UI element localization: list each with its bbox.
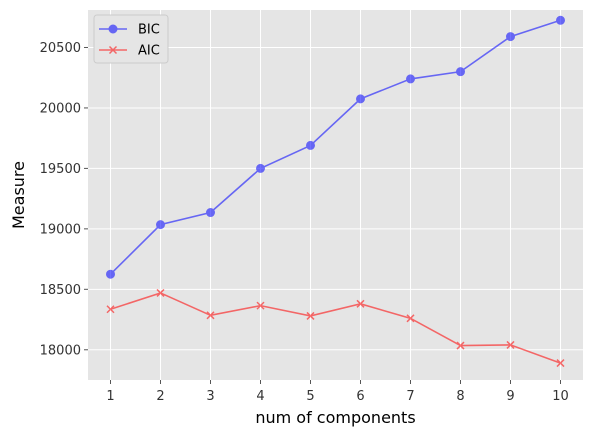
series-bic-point <box>556 15 565 25</box>
series-aic-point <box>556 359 565 368</box>
grid <box>88 10 583 380</box>
series-aic-point <box>356 299 365 308</box>
series-bic-point <box>206 208 215 218</box>
y-axis-label: Measure <box>9 161 28 229</box>
series-bic-point <box>156 220 165 230</box>
series-bic-point <box>406 74 415 84</box>
legend: BIC AIC <box>93 14 169 64</box>
y-tick-label: 19000 <box>40 222 81 237</box>
legend-label-aic: AIC <box>138 44 160 59</box>
legend-symbol-aic <box>99 45 127 55</box>
series-aic-point <box>506 340 515 349</box>
x-axis-label: num of components <box>255 408 415 427</box>
legend-marker-aic <box>108 45 118 55</box>
y-tick-label: 18500 <box>40 283 81 298</box>
series-aic-line <box>110 292 561 364</box>
series-bic-point <box>456 67 465 77</box>
series-bic-line <box>109 19 561 275</box>
y-tick-label: 19500 <box>40 162 81 177</box>
series-bic-point <box>306 140 315 150</box>
series-layer <box>106 15 565 368</box>
series-aic-point <box>256 301 265 310</box>
x-tick-label: 6 <box>356 389 364 404</box>
legend-marker-bic <box>108 24 118 34</box>
x-tick-label: 3 <box>206 389 214 404</box>
legend-label-bic: BIC <box>138 23 160 38</box>
series-bic-point <box>506 32 515 42</box>
y-tick-label: 20000 <box>40 101 81 116</box>
series-aic-point <box>406 314 415 323</box>
x-tick-label: 7 <box>406 389 414 404</box>
x-tick-label: 4 <box>256 389 264 404</box>
plot-area <box>88 10 583 380</box>
x-tick-label: 10 <box>552 389 569 404</box>
series-aic-point <box>456 341 465 350</box>
series-aic-point <box>156 288 165 297</box>
legend-entry-bic: BIC <box>99 23 160 38</box>
series-aic <box>106 288 565 368</box>
x-axis: 1 2 3 4 5 6 7 8 9 10 <box>106 380 569 404</box>
series-aic-point <box>206 311 215 320</box>
series-bic-point <box>256 163 265 173</box>
x-tick-label: 1 <box>106 389 114 404</box>
series-aic-point <box>306 311 315 320</box>
y-tick-label: 18000 <box>40 343 81 358</box>
x-tick-label: 2 <box>156 389 164 404</box>
x-tick-label: 5 <box>306 389 314 404</box>
x-tick-label: 8 <box>456 389 464 404</box>
y-tick-label: 20500 <box>40 41 81 56</box>
series-aic-point <box>106 305 115 314</box>
y-axis: 18000 18500 19000 19500 20000 20500 <box>40 41 88 358</box>
legend-entry-aic: AIC <box>99 44 160 59</box>
series-bic-point <box>106 269 115 279</box>
series-bic <box>106 15 565 279</box>
legend-symbol-bic <box>99 24 127 34</box>
x-tick-label: 9 <box>506 389 514 404</box>
series-bic-point <box>356 94 365 104</box>
